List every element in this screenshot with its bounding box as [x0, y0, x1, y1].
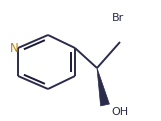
- Text: OH: OH: [111, 107, 129, 117]
- Text: N: N: [10, 42, 18, 56]
- Polygon shape: [97, 68, 109, 106]
- Text: Br: Br: [112, 13, 124, 23]
